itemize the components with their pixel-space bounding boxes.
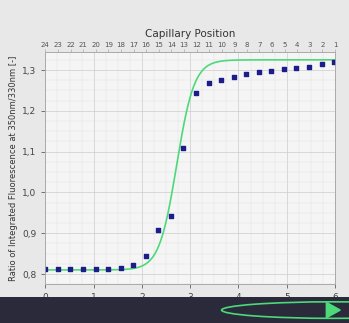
- Y-axis label: Ratio of Integrated Fluorescence at 350nm/330nm [-]: Ratio of Integrated Fluorescence at 350n…: [9, 55, 18, 281]
- X-axis label: Denaturant Concentration [M]: Denaturant Concentration [M]: [116, 307, 264, 317]
- Point: [294, 66, 299, 71]
- Point: [268, 69, 274, 74]
- Point: [319, 62, 324, 67]
- Point: [131, 263, 136, 268]
- Point: [80, 266, 86, 272]
- Point: [331, 59, 337, 65]
- Point: [256, 69, 261, 74]
- Point: [168, 213, 174, 218]
- Point: [243, 71, 249, 76]
- Point: [156, 227, 161, 232]
- Point: [93, 266, 98, 272]
- Point: [306, 64, 312, 69]
- Point: [43, 266, 48, 272]
- Point: [181, 146, 186, 151]
- Point: [281, 67, 287, 72]
- Point: [55, 266, 61, 272]
- Point: [193, 91, 199, 96]
- Point: [105, 266, 111, 271]
- Polygon shape: [326, 302, 340, 318]
- Point: [206, 80, 211, 85]
- Point: [218, 78, 224, 83]
- Point: [143, 253, 149, 258]
- X-axis label: Capillary Position: Capillary Position: [145, 29, 235, 39]
- Point: [68, 266, 73, 272]
- Point: [118, 265, 124, 270]
- Point: [231, 74, 236, 79]
